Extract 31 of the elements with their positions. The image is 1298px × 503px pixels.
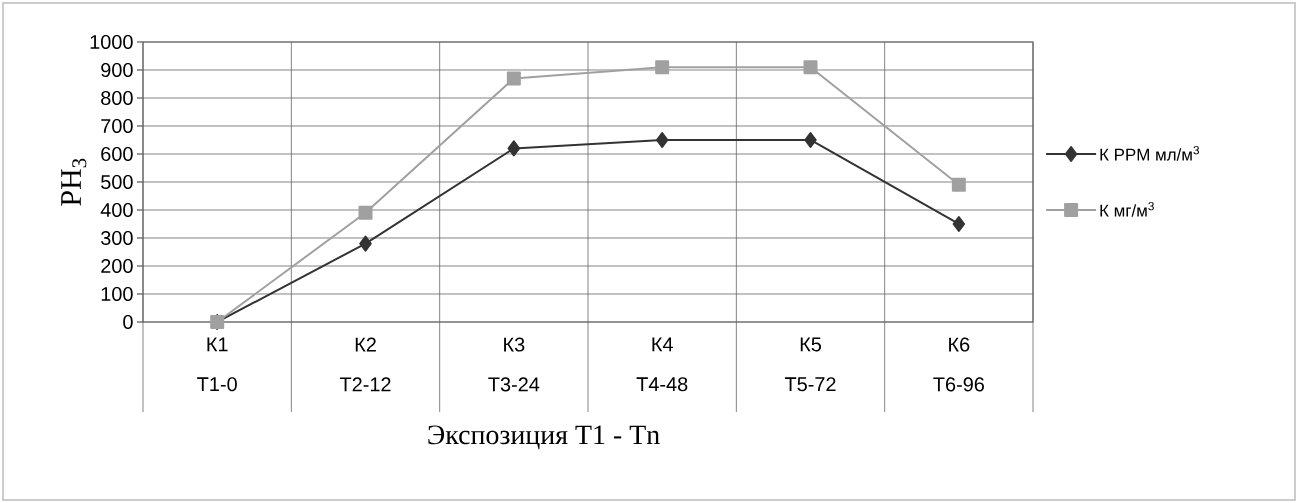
point <box>655 131 669 148</box>
y-tick-label: 0 <box>123 314 133 330</box>
point <box>358 205 373 220</box>
y-axis-title: PH$_{3}$ <box>61 158 87 206</box>
point <box>803 60 818 75</box>
legend-label: К PPM мл/м$^{3}$ <box>1100 145 1200 161</box>
point <box>804 131 817 148</box>
point <box>951 177 966 192</box>
y-tick-label: 700 <box>101 118 133 134</box>
point <box>655 60 670 75</box>
y-tick-label: 500 <box>101 174 133 190</box>
point <box>952 215 966 232</box>
point <box>506 71 521 86</box>
category-label: К1 Т1-0 <box>197 337 237 392</box>
point <box>507 140 521 157</box>
y-tick-label: 1000 <box>90 34 133 50</box>
category-label: К3 Т3-24 <box>488 337 540 392</box>
category-label: К2 Т2-12 <box>339 337 391 392</box>
legend-label: К мг/м$^{3}$ <box>1100 201 1154 217</box>
y-tick-label: 400 <box>100 202 133 218</box>
y-tick-label: 300 <box>101 230 133 246</box>
y-tick-label: 200 <box>101 258 133 274</box>
point <box>359 235 372 252</box>
x-axis-title: Экспозиция Т1 - Тn <box>428 425 660 450</box>
category-label: К4 Т4-48 <box>636 337 688 392</box>
category-label: К6 Т6-96 <box>933 337 984 392</box>
category-label: К5 Т5-72 <box>784 337 836 392</box>
y-tick-label: 600 <box>101 146 133 162</box>
y-tick-label: 900 <box>101 62 133 78</box>
y-tick-label: 800 <box>101 90 133 106</box>
y-tick-label: 100 <box>101 286 133 302</box>
